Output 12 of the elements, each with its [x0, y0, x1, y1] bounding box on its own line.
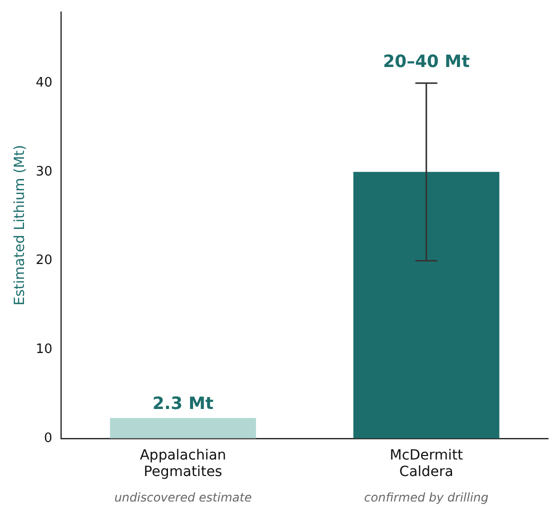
annotation: 20–40 Mt — [382, 52, 470, 72]
text: confirmed by drilling — [364, 490, 489, 505]
y-axis-title: Estimated Lithium (Mt) — [12, 144, 28, 306]
text: undiscovered estimate — [114, 490, 252, 505]
x-tick-label: Appalachian Pegmatites — [140, 447, 226, 480]
y-tick-label: 20 — [36, 253, 52, 268]
data-label: 2.3 Mt — [152, 394, 214, 414]
y-tick-label: 40 — [36, 75, 52, 90]
y-tick-label: 30 — [36, 164, 52, 180]
y-tick-label: 0 — [44, 430, 52, 446]
x-tick-label: McDermitt Caldera — [390, 447, 464, 480]
y-tick-label: 10 — [36, 342, 52, 357]
